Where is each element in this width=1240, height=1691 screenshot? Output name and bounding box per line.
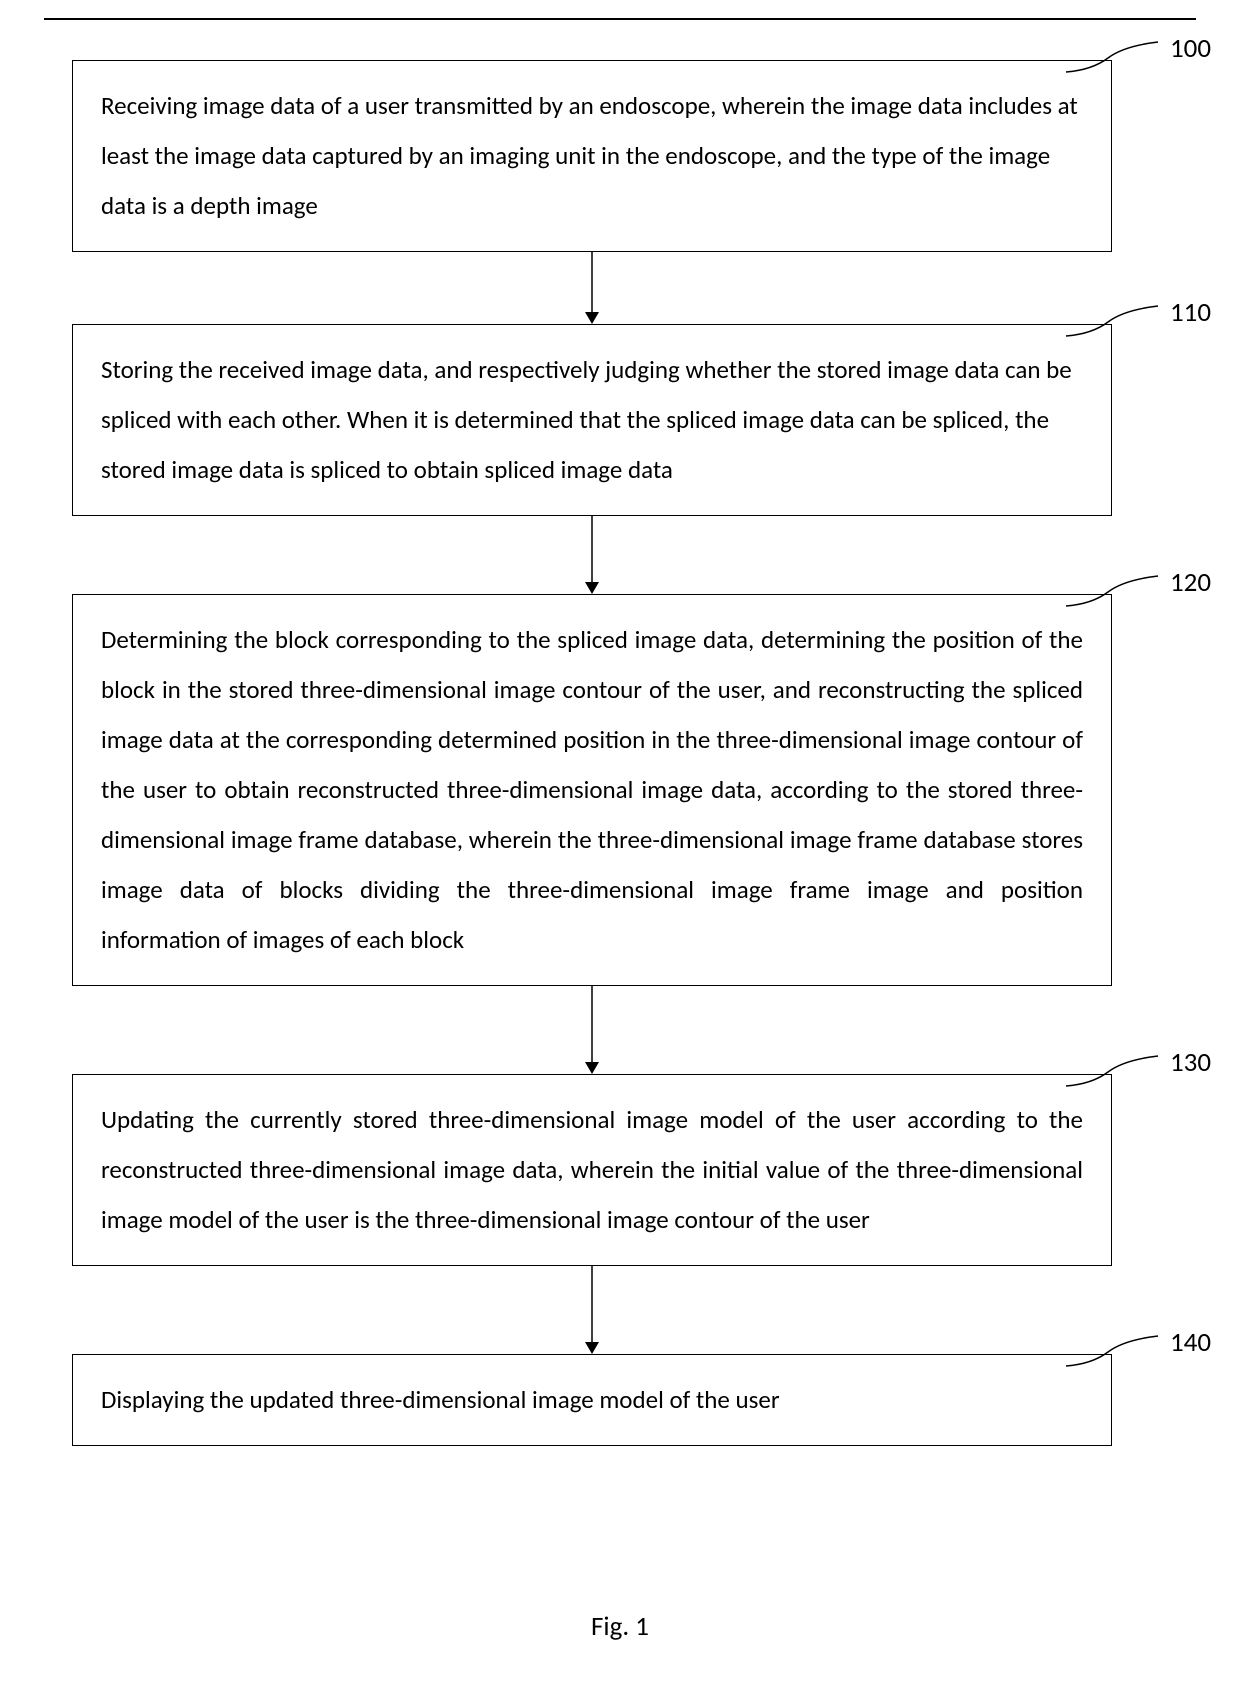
reference-number: 100 [1170,32,1211,65]
figure-caption: Fig. 1 [0,1610,1240,1643]
flow-arrow [72,986,1112,1074]
flow-step-140: 140Displaying the updated three-dimensio… [72,1354,1112,1446]
step-box: Displaying the updated three-dimensional… [72,1354,1112,1446]
flowchart: 100Receiving image data of a user transm… [72,60,1112,1446]
flow-step-120: 120Determining the block corresponding t… [72,594,1112,986]
step-text: Determining the block corresponding to t… [101,624,1083,955]
reference-callout: 120 [1092,564,1232,604]
figure-page: 100 Receiving image data of a user transm… [0,0,1240,1691]
reference-callout: 110 [1092,294,1232,334]
flow-step-110: 110Storing the received image data, and … [72,324,1112,516]
step-box: Determining the block corresponding to t… [72,594,1112,986]
step-text: Storing the received image data, and res… [101,354,1072,485]
step-box: Receiving image data of a user transmitt… [72,60,1112,252]
flow-arrow [72,516,1112,594]
reference-number: 140 [1170,1326,1211,1359]
reference-callout: 140 [1092,1324,1232,1364]
reference-number: 130 [1170,1046,1211,1079]
flow-step-130: 130Updating the currently stored three-d… [72,1074,1112,1266]
step-text: Updating the currently stored three-dime… [101,1104,1083,1235]
flow-arrow [72,1266,1112,1354]
step-text: Displaying the updated three-dimensional… [101,1384,780,1415]
flow-step-100: 100Receiving image data of a user transm… [72,60,1112,252]
reference-callout: 100 [1092,30,1232,70]
step-box: Storing the received image data, and res… [72,324,1112,516]
reference-number: 120 [1170,566,1211,599]
flow-arrow [72,252,1112,324]
reference-callout: 130 [1092,1044,1232,1084]
top-rule [44,18,1196,20]
reference-number: 110 [1170,296,1211,329]
step-box: Updating the currently stored three-dime… [72,1074,1112,1266]
step-text: Receiving image data of a user transmitt… [101,90,1078,221]
